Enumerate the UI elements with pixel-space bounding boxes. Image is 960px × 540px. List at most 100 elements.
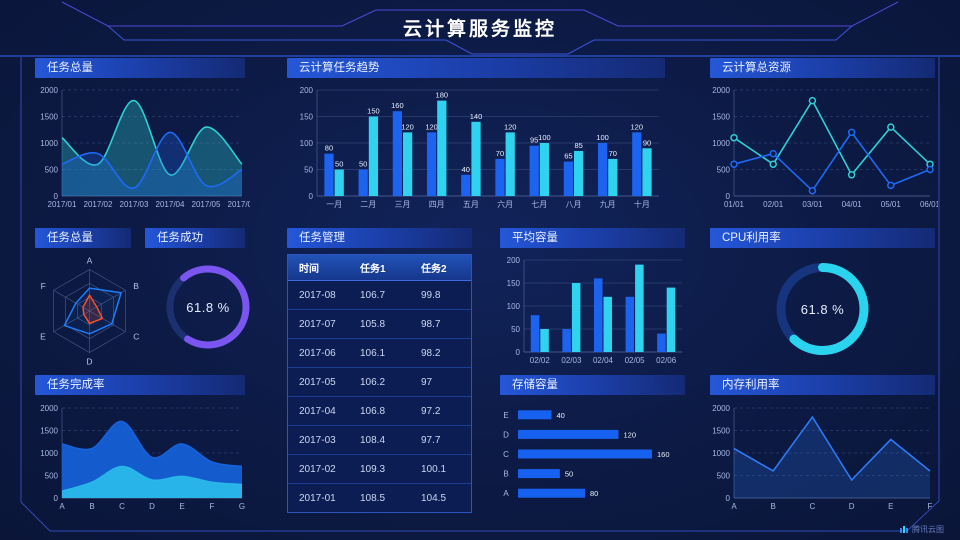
svg-text:02/06: 02/06 bbox=[656, 356, 677, 365]
svg-text:500: 500 bbox=[45, 472, 59, 481]
watermark: 腾讯云图 bbox=[899, 524, 944, 535]
svg-text:02/04: 02/04 bbox=[593, 356, 614, 365]
svg-text:B: B bbox=[89, 502, 94, 511]
svg-text:A: A bbox=[59, 502, 65, 511]
svg-text:B: B bbox=[503, 470, 508, 479]
svg-text:90: 90 bbox=[643, 138, 651, 147]
svg-text:二月: 二月 bbox=[360, 200, 376, 209]
svg-text:E: E bbox=[888, 502, 893, 511]
svg-text:1500: 1500 bbox=[40, 427, 58, 436]
svg-text:150: 150 bbox=[367, 107, 380, 116]
table-cell: 106.7 bbox=[360, 289, 386, 301]
svg-text:四月: 四月 bbox=[429, 200, 445, 209]
svg-text:1500: 1500 bbox=[40, 113, 58, 122]
table-cell: 104.5 bbox=[421, 492, 447, 504]
table-cell: 105.8 bbox=[360, 318, 386, 330]
svg-text:150: 150 bbox=[300, 113, 314, 122]
svg-text:200: 200 bbox=[300, 86, 314, 95]
table-row: 2017-02 109.3 100.1 bbox=[288, 455, 471, 484]
svg-text:120: 120 bbox=[401, 122, 414, 131]
table-cell: 97.2 bbox=[421, 405, 441, 417]
svg-text:120: 120 bbox=[631, 122, 644, 131]
svg-text:C: C bbox=[133, 331, 139, 341]
svg-text:100: 100 bbox=[507, 302, 521, 311]
panel-title-memory-usage: 内存利用率 bbox=[710, 375, 935, 395]
svg-text:50: 50 bbox=[304, 166, 313, 175]
table-cell: 108.4 bbox=[360, 434, 386, 446]
panel-title-cpu-usage: CPU利用率 bbox=[710, 228, 935, 248]
table-cell: 99.8 bbox=[421, 289, 441, 301]
svg-text:02/02: 02/02 bbox=[530, 356, 551, 365]
task-radar-chart: A B C D E F bbox=[40, 256, 139, 367]
panel-title-task-radar: 任务总量 bbox=[35, 228, 131, 248]
svg-text:1000: 1000 bbox=[712, 139, 730, 148]
panel-title-avg-capacity: 平均容量 bbox=[500, 228, 685, 248]
svg-text:500: 500 bbox=[45, 166, 59, 175]
table-cell: 97 bbox=[421, 376, 433, 388]
svg-text:C: C bbox=[119, 502, 125, 511]
svg-text:2000: 2000 bbox=[40, 404, 58, 413]
svg-text:2000: 2000 bbox=[40, 86, 58, 95]
table-cell: 109.3 bbox=[360, 463, 386, 475]
table-col-task2: 任务2 bbox=[421, 264, 447, 275]
svg-text:0: 0 bbox=[54, 494, 59, 503]
svg-text:05/01: 05/01 bbox=[881, 200, 902, 209]
panel-title-cloud-task-trend: 云计算任务趋势 bbox=[287, 58, 665, 78]
svg-text:D: D bbox=[849, 502, 855, 511]
watermark-label: 腾讯云图 bbox=[912, 525, 944, 534]
svg-text:B: B bbox=[771, 502, 776, 511]
svg-text:D: D bbox=[503, 430, 509, 439]
svg-text:120: 120 bbox=[504, 122, 517, 131]
svg-text:40: 40 bbox=[557, 411, 565, 420]
table-cell: 2017-04 bbox=[299, 405, 336, 417]
svg-text:120: 120 bbox=[624, 430, 637, 439]
svg-text:0: 0 bbox=[309, 192, 314, 201]
svg-text:C: C bbox=[503, 450, 509, 459]
svg-text:01/01: 01/01 bbox=[724, 200, 745, 209]
table-cell: 2017-05 bbox=[299, 376, 336, 388]
page-title: 云计算服务监控 bbox=[402, 19, 557, 40]
svg-text:C: C bbox=[810, 502, 816, 511]
table-cell: 98.7 bbox=[421, 318, 441, 330]
svg-text:E: E bbox=[503, 411, 508, 420]
svg-text:0: 0 bbox=[726, 192, 731, 201]
svg-text:120: 120 bbox=[425, 122, 438, 131]
svg-text:50: 50 bbox=[511, 325, 520, 334]
svg-text:50: 50 bbox=[335, 160, 343, 169]
table-row: 2017-01 108.5 104.5 bbox=[288, 484, 471, 512]
svg-text:七月: 七月 bbox=[531, 200, 547, 209]
svg-text:85: 85 bbox=[574, 141, 582, 150]
svg-text:100: 100 bbox=[300, 139, 314, 148]
svg-text:180: 180 bbox=[436, 91, 449, 100]
panel-title-task-table: 任务管理 bbox=[287, 228, 472, 248]
svg-text:F: F bbox=[210, 502, 215, 511]
svg-text:65: 65 bbox=[564, 152, 572, 161]
svg-text:B: B bbox=[133, 281, 139, 291]
svg-text:E: E bbox=[179, 502, 184, 511]
panel-title-task-total: 任务总量 bbox=[35, 58, 245, 78]
task-success-value: 61.8 % bbox=[186, 300, 230, 315]
storage-hbar-chart: E 40 D 120 C 160 B 50 A 80 bbox=[503, 410, 670, 498]
tencent-cloud-logo-icon bbox=[900, 525, 908, 533]
svg-text:1000: 1000 bbox=[40, 449, 58, 458]
svg-text:200: 200 bbox=[507, 256, 521, 265]
table-row: 2017-04 106.8 97.2 bbox=[288, 397, 471, 426]
table-cell: 98.2 bbox=[421, 347, 441, 359]
table-cell: 2017-03 bbox=[299, 434, 336, 446]
table-body: 2017-08 106.7 99.8 2017-07 105.8 98.7 2017-06 1… bbox=[288, 281, 471, 512]
svg-text:70: 70 bbox=[496, 149, 504, 158]
panel-title-task-success: 任务成功 bbox=[145, 228, 245, 248]
svg-text:1500: 1500 bbox=[712, 113, 730, 122]
task-success-gauge bbox=[166, 265, 250, 349]
table-cell: 106.1 bbox=[360, 347, 386, 359]
svg-text:06/01: 06/01 bbox=[920, 200, 938, 209]
svg-text:160: 160 bbox=[657, 450, 670, 459]
svg-text:03/01: 03/01 bbox=[802, 200, 823, 209]
svg-text:95: 95 bbox=[530, 136, 538, 145]
table-col-time: 时间 bbox=[299, 264, 319, 275]
svg-text:1500: 1500 bbox=[712, 427, 730, 436]
svg-text:80: 80 bbox=[590, 489, 598, 498]
svg-text:1000: 1000 bbox=[712, 449, 730, 458]
table-col-task1: 任务1 bbox=[360, 264, 386, 275]
